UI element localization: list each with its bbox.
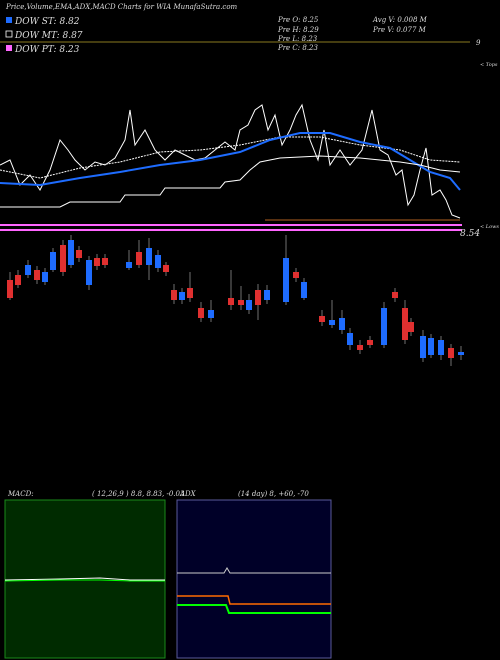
adx-plus — [177, 604, 331, 614]
candle-body — [228, 298, 234, 305]
candle-body — [86, 260, 92, 285]
legend-swatch-1 — [5, 30, 13, 38]
candle-body — [367, 340, 373, 345]
candle-body — [163, 265, 169, 272]
candle-body — [187, 288, 193, 298]
legend-label: DOW ST: 8.82 — [14, 17, 80, 27]
candle-body — [402, 308, 408, 340]
candle-body — [264, 290, 270, 300]
candle-body — [155, 255, 161, 268]
legend-label: DOW MT: 8.87 — [14, 31, 83, 41]
candle-body — [102, 258, 108, 265]
last-price-label: 8.54 — [460, 229, 480, 239]
candle-body — [126, 262, 132, 268]
adx-panel — [176, 499, 332, 659]
candle-body — [420, 336, 426, 358]
candle-body — [94, 258, 100, 266]
tops-label: < Tops — [480, 62, 498, 68]
candle-body — [136, 252, 142, 265]
candle-body — [438, 340, 444, 355]
adx-params: (14 day) 8, +60, -70 — [238, 490, 309, 498]
info-item: Pre V: 0.077 M — [372, 26, 427, 34]
ema-st — [0, 132, 461, 191]
candle-body — [339, 318, 345, 330]
adx-title: ADX — [179, 490, 197, 498]
legend-swatch-2 — [6, 45, 12, 51]
candle-body — [347, 333, 353, 345]
macd-params: ( 12,26,9 ) 8.8, 8.83, -0.03 — [92, 490, 185, 498]
candle-body — [392, 292, 398, 298]
candle-body — [15, 275, 21, 285]
candle-body — [7, 280, 13, 298]
adx-minus — [177, 595, 331, 605]
candle-body — [208, 310, 214, 318]
page-title: Price,Volume,EMA,ADX,MACD Charts for WIA… — [5, 3, 238, 11]
candle-body — [357, 345, 363, 350]
candle-body — [238, 300, 244, 305]
macd-line — [4, 577, 165, 581]
legend-swatch-0 — [6, 17, 12, 23]
candle-body — [146, 248, 152, 265]
candle-body — [301, 282, 307, 298]
candle-body — [283, 258, 289, 302]
candle-body — [179, 292, 185, 300]
candle-body — [408, 322, 414, 332]
info-item: Avg V: 0.008 M — [372, 16, 428, 24]
candle-body — [76, 250, 82, 258]
info: Pre O: 8.25 Avg V: 0.008 M Pre H: 8.29 P… — [277, 16, 428, 52]
candle-body — [246, 300, 252, 310]
candle-body — [34, 270, 40, 280]
info-item: Pre H: 8.29 — [277, 26, 319, 34]
candle-body — [68, 240, 74, 265]
lows-label: < Lows — [480, 224, 499, 230]
macd-panel — [4, 499, 166, 659]
candle-body — [42, 272, 48, 282]
candle-body — [198, 308, 204, 318]
candle-body — [458, 352, 464, 355]
ema-mt — [0, 136, 461, 179]
candles — [7, 235, 464, 366]
candle-body — [319, 316, 325, 322]
price-line — [0, 103, 461, 219]
candle-body — [448, 348, 454, 358]
support-line — [0, 155, 461, 208]
candle-body — [329, 320, 335, 325]
macd-signal — [4, 579, 165, 582]
macd-title: MACD: — [7, 490, 34, 498]
candle-body — [381, 308, 387, 345]
candle-body — [25, 265, 31, 275]
info-item: Pre O: 8.25 — [277, 16, 319, 24]
top-label: 9 — [476, 39, 481, 47]
candle-body — [50, 252, 56, 270]
adx-line — [177, 567, 331, 574]
candle-body — [171, 290, 177, 300]
info-item: Pre L: 8.23 — [277, 35, 318, 43]
candle-body — [428, 338, 434, 355]
info-item: Pre C: 8.23 — [277, 44, 318, 52]
legend-label: DOW PT: 8.23 — [14, 45, 80, 55]
legend: DOW ST: 8.82 DOW MT: 8.87 DOW PT: 8.23 — [5, 17, 83, 55]
candle-body — [255, 290, 261, 305]
candle-body — [293, 272, 299, 278]
candle-body — [60, 245, 66, 272]
